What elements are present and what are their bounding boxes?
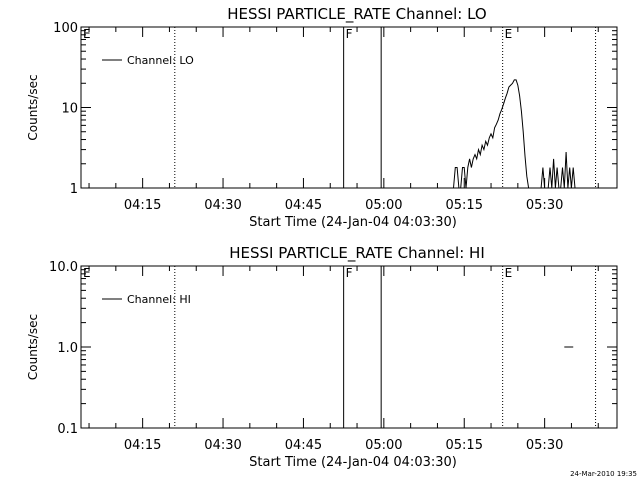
series-line	[453, 79, 583, 189]
y-tick-label: 1	[70, 182, 78, 197]
chart-panel-lo: HESSI PARTICLE_RATE Channel: LO Counts/se…	[26, 5, 618, 230]
y-tick-label: 10	[61, 102, 78, 117]
x-tick-label: 04:15	[124, 198, 161, 213]
y-tick-label: 1.0	[57, 341, 78, 356]
x-tick-label: 04:45	[285, 438, 322, 453]
x-tick-label: 04:30	[204, 438, 241, 453]
x-axis-label: Start Time (24-Jan-04 04:03:30)	[249, 455, 457, 470]
x-tick-label: 04:45	[285, 198, 322, 213]
y-tick-label: 100	[53, 21, 78, 36]
y-axis-label: Counts/sec	[26, 74, 40, 140]
legend-label: Channel: HI	[127, 293, 191, 306]
x-tick-label: 05:30	[526, 198, 563, 213]
x-tick-label: 04:30	[204, 198, 241, 213]
event-marker-label: F	[346, 27, 353, 41]
chart-title: HESSI PARTICLE_RATE Channel: HI	[229, 244, 485, 263]
x-tick-label: 05:15	[446, 198, 483, 213]
x-tick-label: 05:00	[365, 198, 402, 213]
plot-frame	[80, 265, 618, 429]
event-marker-label: E	[83, 266, 91, 280]
event-marker-label: E	[505, 266, 513, 280]
x-tick-label: 04:15	[124, 438, 161, 453]
event-marker-label: F	[346, 266, 353, 280]
footer-timestamp: 24-Mar-2010 19:35	[570, 470, 637, 478]
plot-frame	[80, 26, 618, 189]
y-axis-label: Counts/sec	[26, 314, 40, 380]
event-marker-label: E	[83, 27, 91, 41]
x-tick-label: 05:30	[526, 438, 563, 453]
x-tick-label: 05:15	[446, 438, 483, 453]
event-marker-label: E	[505, 27, 513, 41]
x-axis-label: Start Time (24-Jan-04 04:03:30)	[249, 215, 457, 230]
legend-label: Channel: LO	[127, 54, 194, 67]
y-tick-label: 10.0	[49, 260, 78, 275]
x-tick-label: 05:00	[365, 438, 402, 453]
chart-title: HESSI PARTICLE_RATE Channel: LO	[227, 5, 486, 24]
y-tick-label: 0.1	[57, 422, 78, 437]
chart-panel-hi: HESSI PARTICLE_RATE Channel: HI Counts/se…	[26, 244, 618, 470]
